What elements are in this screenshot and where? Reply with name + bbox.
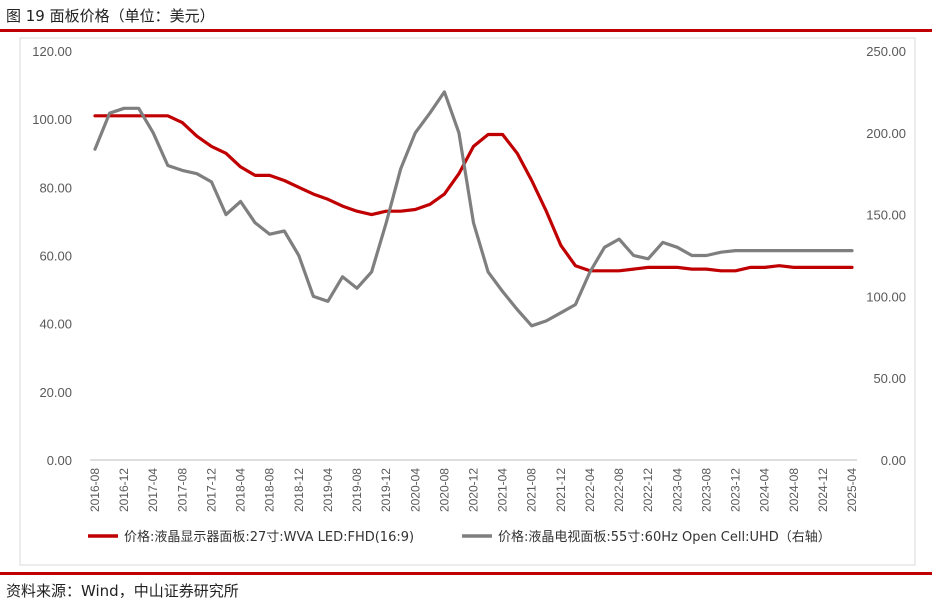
right-tick-label: 50.00 xyxy=(873,371,906,386)
line-chart: 0.00 20.00 40.00 60.00 80.00 100.00 120.00 0.0… xyxy=(19,37,916,566)
chart-border xyxy=(19,37,916,566)
left-tick-label: 120.00 xyxy=(32,44,72,59)
left-tick-label: 0.00 xyxy=(47,453,72,468)
x-tick-label: 2020-08 xyxy=(437,468,451,512)
series-line-tv-panel xyxy=(93,90,854,328)
x-tick-label: 2020-04 xyxy=(408,468,422,512)
right-tick-label: 100.00 xyxy=(866,289,906,304)
right-tick-label: 0.00 xyxy=(881,453,906,468)
right-y-axis: 0.00 50.00 100.00 150.00 200.00 250.00 xyxy=(866,44,906,468)
x-tick-label: 2022-04 xyxy=(583,468,597,512)
x-tick-label: 2018-12 xyxy=(292,468,306,512)
x-tick-label: 2019-12 xyxy=(379,468,393,512)
left-y-axis: 0.00 20.00 40.00 60.00 80.00 100.00 120.00 xyxy=(32,44,72,468)
x-tick-label: 2021-04 xyxy=(496,468,510,512)
legend-label: 价格:液晶电视面板:55寸:60Hz Open Cell:UHD（右轴） xyxy=(498,529,831,545)
top-divider xyxy=(0,29,932,32)
x-tick-label: 2022-12 xyxy=(641,468,655,512)
x-tick-label: 2024-04 xyxy=(758,468,772,512)
x-tick-label: 2024-08 xyxy=(787,468,801,512)
x-tick-label: 2023-08 xyxy=(699,468,713,512)
left-tick-label: 20.00 xyxy=(39,385,72,400)
right-tick-label: 200.00 xyxy=(866,126,906,141)
x-tick-label: 2018-08 xyxy=(263,468,277,512)
x-tick-label: 2022-08 xyxy=(612,468,626,512)
left-tick-label: 40.00 xyxy=(39,317,72,332)
x-tick-label: 2024-12 xyxy=(816,468,830,512)
x-tick-label: 2021-08 xyxy=(525,468,539,512)
x-tick-label: 2019-08 xyxy=(350,468,364,512)
x-tick-label: 2016-08 xyxy=(88,468,102,512)
x-tick-label: 2018-04 xyxy=(234,468,248,512)
x-tick-label: 2021-12 xyxy=(554,468,568,512)
series-layer xyxy=(93,90,854,328)
x-tick-label: 2023-12 xyxy=(729,468,743,512)
legend: 价格:液晶显示器面板:27寸:WVA LED:FHD(16:9) 价格:液晶电视面… xyxy=(88,529,831,545)
x-tick-label: 2025-04 xyxy=(845,468,859,512)
x-tick-label: 2017-08 xyxy=(175,468,189,512)
left-tick-label: 80.00 xyxy=(39,180,72,195)
left-tick-label: 100.00 xyxy=(32,112,72,127)
right-tick-label: 250.00 xyxy=(866,44,906,59)
x-axis: 2016-08 2016-12 2017-04 2017-08 2017-12 2018-… xyxy=(88,459,859,512)
bottom-divider xyxy=(0,572,932,575)
right-tick-label: 150.00 xyxy=(866,208,906,223)
x-tick-label: 2019-04 xyxy=(321,468,335,512)
x-tick-label: 2017-12 xyxy=(204,468,218,512)
left-tick-label: 60.00 xyxy=(39,249,72,264)
x-tick-label: 2023-04 xyxy=(670,468,684,512)
figure-title: 图 19 面板价格（单位：美元） xyxy=(6,7,215,25)
source-note: 资料来源：Wind，中山证券研究所 xyxy=(6,582,239,600)
series-line-monitor-panel xyxy=(93,114,854,273)
x-tick-label: 2016-12 xyxy=(117,468,131,512)
x-tick-label: 2020-12 xyxy=(467,468,481,512)
x-tick-label: 2017-04 xyxy=(146,468,160,512)
legend-label: 价格:液晶显示器面板:27寸:WVA LED:FHD(16:9) xyxy=(124,529,414,545)
